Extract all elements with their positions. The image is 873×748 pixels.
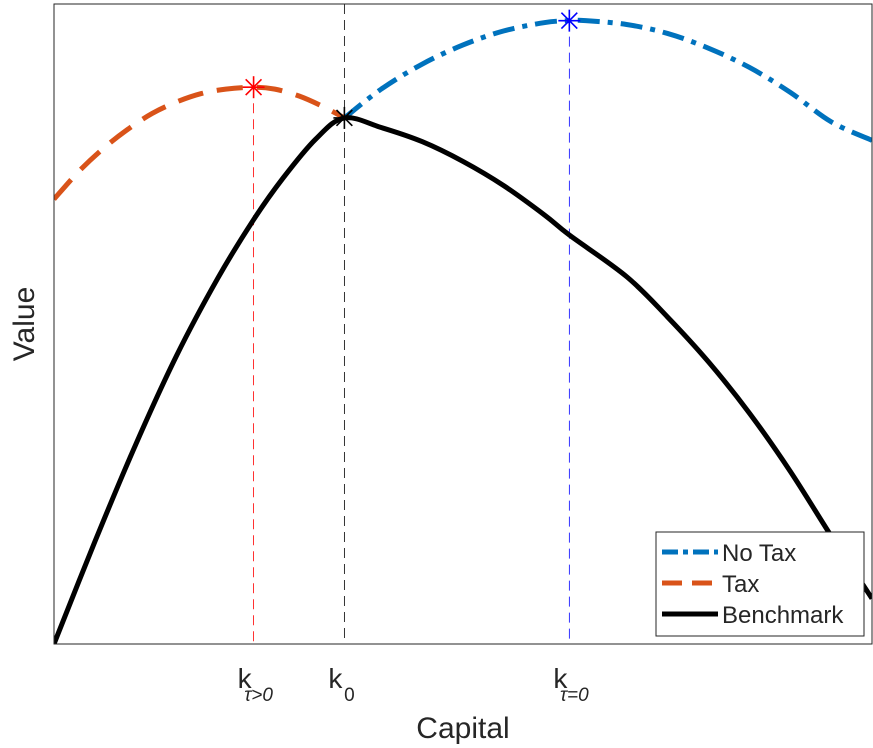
peak-marker-2 (558, 9, 581, 32)
legend: No Tax Tax Benchmark (655, 531, 865, 637)
vertical-reference-lines (253, 4, 570, 644)
x-tick-sub-0: τ>0 (244, 685, 273, 706)
legend-label-0: No Tax (722, 540, 796, 567)
x-axis-label: Capital (416, 712, 509, 745)
legend-label-2: Benchmark (722, 602, 844, 629)
series-line-tax (54, 84, 346, 201)
peak-markers (242, 9, 581, 129)
series-line-benchmark (54, 115, 872, 644)
series-line-no-tax (342, 17, 872, 143)
x-tick-label-1: k (328, 663, 343, 694)
peak-marker-0 (242, 76, 265, 99)
x-tick-label-0: k (238, 663, 253, 694)
series-lines (54, 17, 872, 644)
x-tick-sub-1: 0 (344, 685, 355, 706)
legend-label-1: Tax (722, 571, 759, 598)
peak-marker-1 (333, 106, 356, 129)
legend-box (655, 531, 865, 637)
x-tick-sub-2: τ=0 (560, 685, 589, 706)
y-axis-label: Value (8, 287, 41, 362)
plot-area-frame (53, 3, 873, 645)
x-tick-label-2: k (553, 663, 568, 694)
